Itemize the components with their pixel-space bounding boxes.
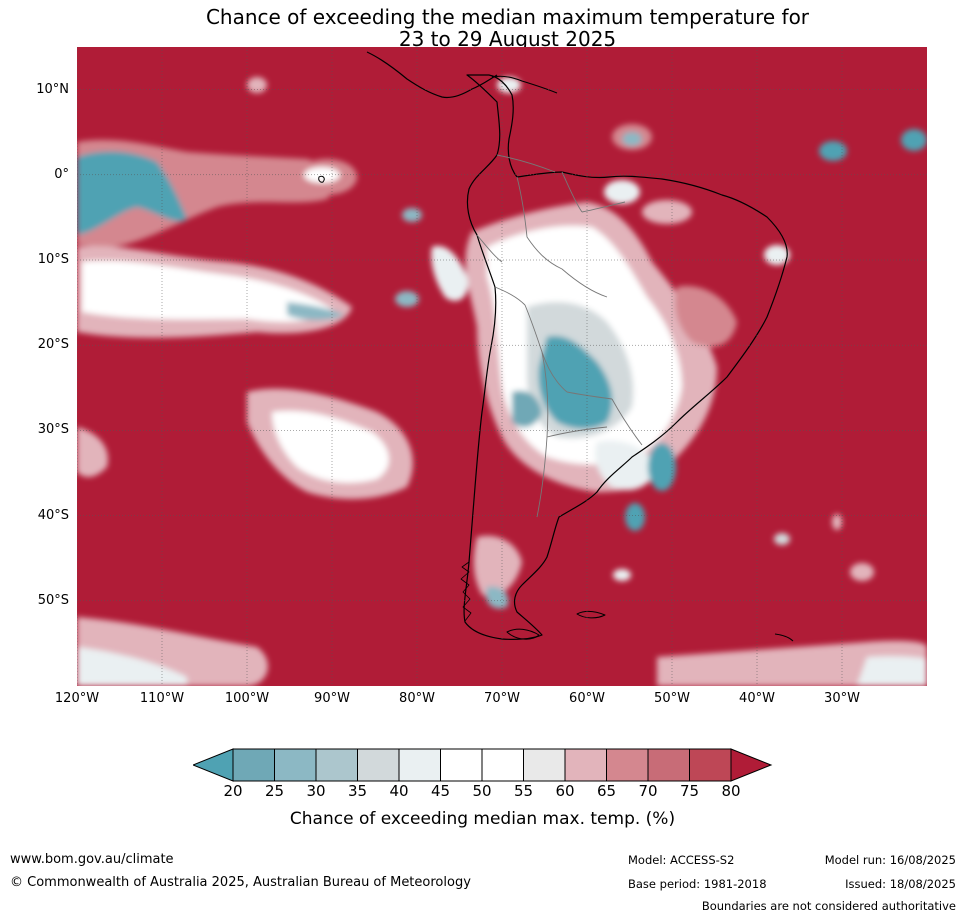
colorbar-tick-75: 75 <box>679 782 700 800</box>
lat-label-0: 0° <box>54 167 69 182</box>
colorbar-segment-70-75 <box>647 748 690 782</box>
colorbar-tick-40: 40 <box>389 782 409 800</box>
colorbar-tick-55: 55 <box>513 782 534 800</box>
colorbar-segment-45-50 <box>440 748 483 782</box>
falkland-islands <box>576 611 606 619</box>
lon-label-80w: 80°W <box>399 691 435 706</box>
patch-sw-atlantic-4 <box>850 563 874 581</box>
lon-label-30w: 30°W <box>824 691 860 706</box>
colorbar-segment-30-35 <box>315 748 358 782</box>
land-outlines <box>318 51 794 642</box>
lat-label-20s: 20°S <box>37 337 69 352</box>
colorbar-tick-60: 60 <box>555 782 575 800</box>
lon-label-90w: 90°W <box>314 691 350 706</box>
patch-galapagos-core <box>304 167 340 183</box>
patch-argentina-coast <box>648 443 676 491</box>
patch-peru-2 <box>402 208 422 222</box>
colorbar <box>193 748 773 782</box>
chilean-fjords <box>460 561 472 622</box>
lat-label-40s: 40°S <box>37 508 69 523</box>
central-america-coastline <box>366 51 498 99</box>
probability-map <box>77 47 927 686</box>
colorbar-segment-35-40 <box>357 748 400 782</box>
patch-atlantic-eq-1 <box>819 141 847 161</box>
patch-sw-atlantic-2 <box>774 533 790 545</box>
patch-south-central <box>832 514 842 530</box>
colorbar-tick-35: 35 <box>347 782 368 800</box>
galapagos-islands <box>318 175 325 183</box>
map-title-line-1: Chance of exceeding the median maximum t… <box>205 5 810 29</box>
patch-atlantic-eq-2 <box>901 129 927 151</box>
southern-ocean-east <box>657 640 927 686</box>
patch-caribbean <box>497 77 521 93</box>
tierra-del-fuego <box>506 628 540 640</box>
southern-ocean-west-white <box>77 647 187 686</box>
pacific-band-10s-white <box>82 260 332 322</box>
lon-label-110w: 110°W <box>139 691 185 706</box>
colorbar-tick-30: 30 <box>306 782 326 800</box>
colorbar-segment-65-70 <box>606 748 649 782</box>
colorbar-tick-80: 80 <box>721 782 741 800</box>
lon-label-100w: 100°W <box>224 691 270 706</box>
central-blue-2 <box>512 390 542 428</box>
lat-label-50s: 50°S <box>37 593 69 608</box>
patch-sw-atlantic-3 <box>613 569 631 581</box>
lat-label-10s: 10°S <box>37 252 69 267</box>
patagonia-blue <box>485 586 509 609</box>
colorbar-tick-50: 50 <box>472 782 492 800</box>
patch-peru-1 <box>395 291 419 307</box>
patch-amazon-mouth <box>642 200 692 224</box>
colorbar-segment-75-80 <box>689 748 732 782</box>
colorbar-tick-70: 70 <box>638 782 658 800</box>
uruguay-light <box>595 440 657 491</box>
lon-label-40w: 40°W <box>739 691 775 706</box>
colorbar-segment-25-30 <box>274 748 317 782</box>
colorbar-tick-45: 45 <box>430 782 451 800</box>
south-atlantic-pink <box>675 286 737 347</box>
colorbar-tick-65: 65 <box>596 782 617 800</box>
pacific-equatorial-anomaly-core <box>77 151 187 235</box>
website-link[interactable]: www.bom.gov.au/climate <box>10 852 174 867</box>
colorbar-label: Chance of exceeding median max. temp. (%… <box>289 809 676 829</box>
map-title-line-2: 23 to 29 August 2025 <box>398 27 617 51</box>
colorbar-over-arrow <box>730 748 773 782</box>
south-georgia <box>774 633 794 642</box>
colorbar-under-arrow <box>193 748 234 782</box>
sepacific-patch-white <box>272 410 389 483</box>
country-borders <box>476 154 643 518</box>
patch-north-pacific <box>247 77 267 93</box>
colorbar-tick-25: 25 <box>264 782 285 800</box>
colorbar-segment-40-45 <box>398 748 441 782</box>
south-america-coastline <box>463 74 788 640</box>
lat-label-30s: 30°S <box>37 422 69 437</box>
lon-label-60w: 60°W <box>569 691 605 706</box>
colorbar-segment-20-25 <box>232 748 275 782</box>
pacific-band-10s-blue <box>287 302 345 321</box>
issued-date: Issued: 18/08/2025 <box>845 877 956 891</box>
colorbar-segment-50-55 <box>481 748 524 782</box>
lon-label-70w: 70°W <box>484 691 520 706</box>
boundaries-disclaimer: Boundaries are not considered authoritat… <box>701 899 956 913</box>
base-period: Base period: 1981-2018 <box>628 877 767 891</box>
patch-north-brazil <box>604 180 640 204</box>
copyright-text: © Commonwealth of Australia 2025, Austra… <box>10 875 471 890</box>
patch-guiana-core <box>622 132 642 146</box>
lon-label-120w: 120°W <box>54 691 100 706</box>
central-blue <box>538 336 613 429</box>
lon-label-50w: 50°W <box>654 691 690 706</box>
patch-sw-atlantic-1 <box>625 503 645 531</box>
model-name: Model: ACCESS-S2 <box>628 853 735 867</box>
sepacific-west <box>77 427 108 477</box>
caribbean-coast <box>491 75 558 94</box>
colorbar-tick-20: 20 <box>223 782 243 800</box>
patagonia-pink <box>473 535 522 597</box>
southern-ocean-east-white <box>857 656 927 686</box>
colorbar-segment-55-60 <box>523 748 566 782</box>
lat-label-10n: 10°N <box>36 82 69 97</box>
model-run-date: Model run: 16/08/2025 <box>824 853 956 867</box>
graticule <box>77 47 927 686</box>
colorbar-segment-60-65 <box>564 748 607 782</box>
